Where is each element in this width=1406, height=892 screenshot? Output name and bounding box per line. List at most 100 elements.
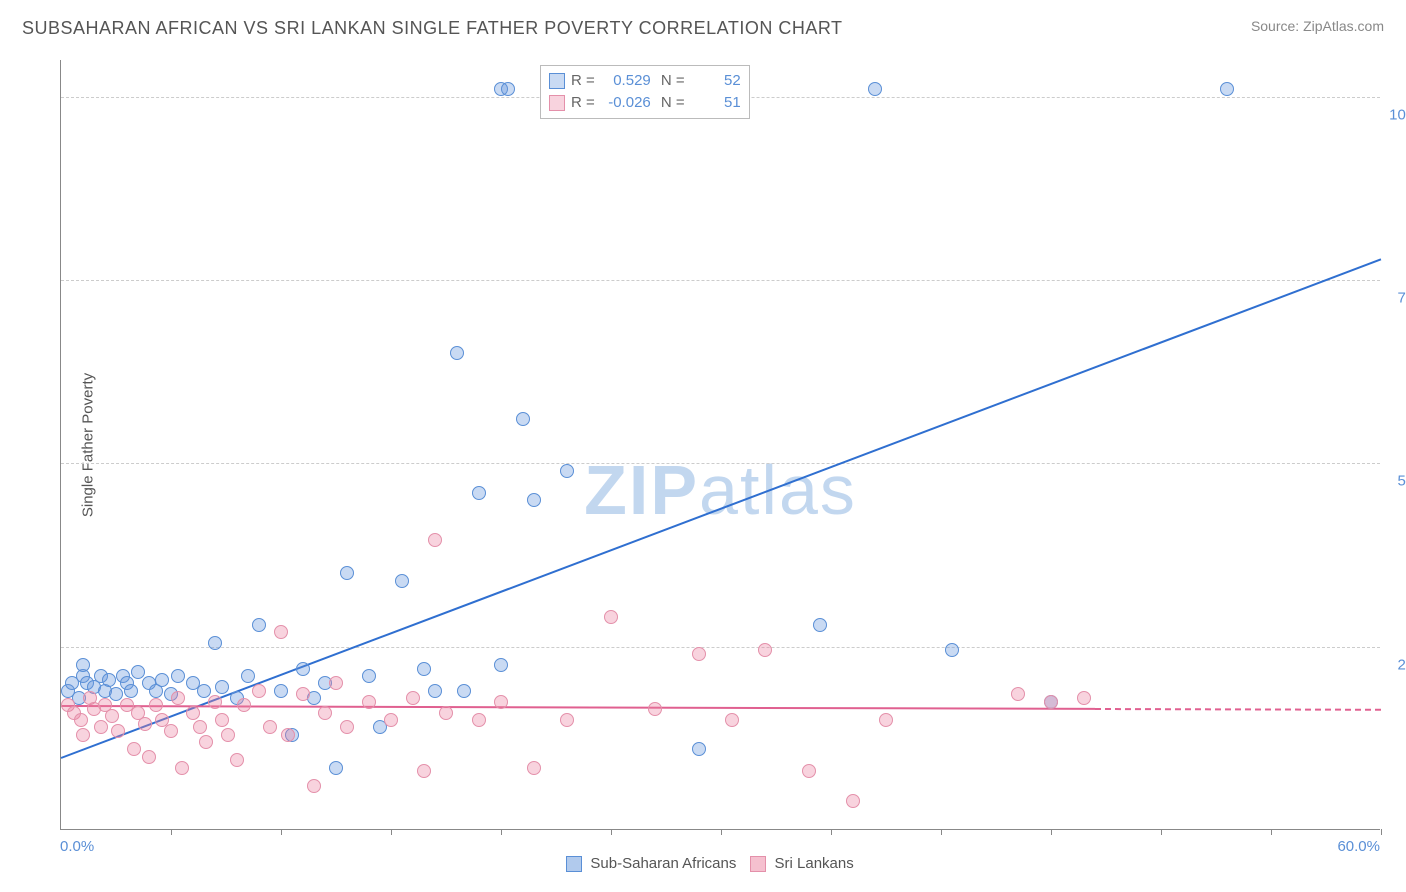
scatter-point	[171, 669, 185, 683]
stat-n-a: 52	[691, 70, 741, 92]
bottom-legend: Sub-Saharan Africans Sri Lankans	[0, 855, 1406, 872]
scatter-point	[215, 713, 229, 727]
scatter-point	[164, 724, 178, 738]
scatter-point	[252, 684, 266, 698]
scatter-point	[340, 566, 354, 580]
x-tick	[281, 829, 282, 835]
scatter-point	[560, 464, 574, 478]
scatter-point	[1077, 691, 1091, 705]
scatter-point	[494, 658, 508, 672]
scatter-point	[230, 753, 244, 767]
gridline-h	[61, 647, 1380, 648]
scatter-point	[124, 684, 138, 698]
stat-r-a: 0.529	[601, 70, 651, 92]
legend-swatch	[566, 856, 582, 872]
scatter-point	[329, 676, 343, 690]
scatter-point	[215, 680, 229, 694]
y-tick-label: 50.0%	[1385, 473, 1406, 490]
legend-swatch-b	[549, 95, 565, 111]
scatter-point	[171, 691, 185, 705]
scatter-point	[175, 761, 189, 775]
scatter-point	[494, 695, 508, 709]
chart-title: SUBSAHARAN AFRICAN VS SRI LANKAN SINGLE …	[22, 18, 843, 39]
scatter-point	[395, 574, 409, 588]
scatter-point	[428, 684, 442, 698]
scatter-point	[527, 493, 541, 507]
scatter-point	[648, 702, 662, 716]
scatter-point	[417, 662, 431, 676]
scatter-point	[417, 764, 431, 778]
scatter-point	[237, 698, 251, 712]
scatter-point	[406, 691, 420, 705]
stat-r-b: -0.026	[601, 92, 651, 114]
scatter-point	[142, 750, 156, 764]
scatter-point	[725, 713, 739, 727]
scatter-point	[127, 742, 141, 756]
scatter-point	[384, 713, 398, 727]
scatter-point	[208, 636, 222, 650]
scatter-point	[307, 779, 321, 793]
stat-label: N =	[657, 70, 685, 92]
x-axis-max: 60.0%	[1337, 838, 1380, 855]
scatter-point	[252, 618, 266, 632]
legend-swatch	[750, 856, 766, 872]
scatter-point	[879, 713, 893, 727]
x-tick	[721, 829, 722, 835]
scatter-point	[263, 720, 277, 734]
scatter-point	[281, 728, 295, 742]
scatter-point	[199, 735, 213, 749]
scatter-point	[318, 706, 332, 720]
scatter-point	[296, 662, 310, 676]
scatter-point	[501, 82, 515, 96]
scatter-point	[1044, 695, 1058, 709]
scatter-point	[149, 698, 163, 712]
scatter-point	[94, 720, 108, 734]
scatter-point	[868, 82, 882, 96]
scatter-point	[439, 706, 453, 720]
scatter-point	[274, 625, 288, 639]
scatter-point	[428, 533, 442, 547]
scatter-point	[813, 618, 827, 632]
trend-line-dashed	[1095, 708, 1381, 711]
y-tick-label: 75.0%	[1385, 290, 1406, 307]
gridline-h	[61, 463, 1380, 464]
scatter-point	[155, 673, 169, 687]
scatter-point	[692, 742, 706, 756]
scatter-point	[362, 695, 376, 709]
stat-label: N =	[657, 92, 685, 114]
scatter-point	[105, 709, 119, 723]
stat-label: R =	[571, 70, 595, 92]
scatter-point	[221, 728, 235, 742]
scatter-point	[76, 658, 90, 672]
x-tick	[171, 829, 172, 835]
scatter-point	[208, 695, 222, 709]
stat-label: R =	[571, 92, 595, 114]
scatter-point	[516, 412, 530, 426]
y-tick-label: 100.0%	[1385, 106, 1406, 123]
gridline-h	[61, 280, 1380, 281]
x-tick	[391, 829, 392, 835]
stats-row-series-a: R = 0.529 N = 52	[549, 70, 741, 92]
stat-n-b: 51	[691, 92, 741, 114]
x-tick	[501, 829, 502, 835]
x-tick	[831, 829, 832, 835]
x-axis-origin: 0.0%	[60, 838, 94, 855]
scatter-point	[111, 724, 125, 738]
scatter-point	[186, 706, 200, 720]
scatter-point	[604, 610, 618, 624]
scatter-point	[692, 647, 706, 661]
x-tick	[1051, 829, 1052, 835]
scatter-point	[450, 346, 464, 360]
x-tick	[611, 829, 612, 835]
source-label: Source: ZipAtlas.com	[1251, 18, 1384, 34]
scatter-point	[102, 673, 116, 687]
scatter-point	[472, 713, 486, 727]
stats-legend: R = 0.529 N = 52 R = -0.026 N = 51	[540, 65, 750, 119]
scatter-point	[1220, 82, 1234, 96]
scatter-point	[109, 687, 123, 701]
x-tick	[941, 829, 942, 835]
scatter-point	[329, 761, 343, 775]
scatter-point	[560, 713, 574, 727]
legend-label: Sub-Saharan Africans	[586, 855, 736, 872]
scatter-point	[74, 713, 88, 727]
